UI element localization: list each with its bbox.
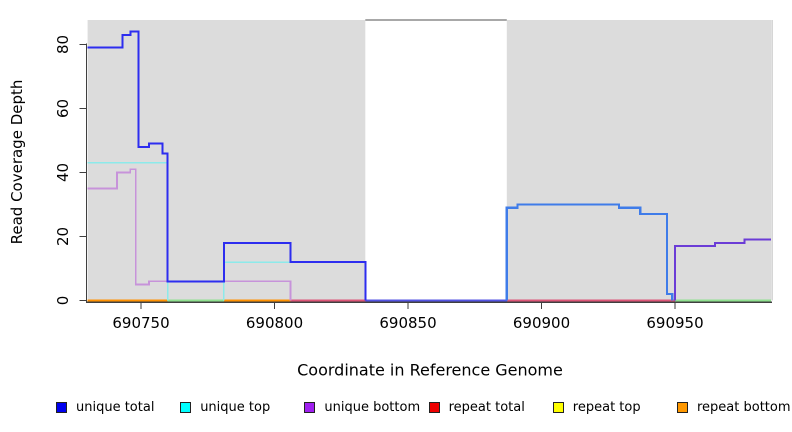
x-axis-title: Coordinate in Reference Genome [297, 360, 563, 380]
legend-label: repeat bottom [697, 399, 791, 415]
y-tick-label: 20 [54, 227, 72, 246]
legend-item-unique-total: unique total [56, 399, 155, 415]
x-tick-label: 690950 [646, 314, 703, 332]
legend-item-repeat-top: repeat top [552, 399, 641, 415]
x-tick-label: 690800 [246, 314, 303, 332]
legend-swatch [428, 401, 440, 413]
legend-item-repeat-bottom: repeat bottom [677, 399, 791, 415]
legend-label: repeat top [572, 399, 641, 415]
y-tick-label: 40 [54, 163, 72, 182]
legend-label: repeat total [448, 399, 525, 415]
x-tick-label: 690750 [112, 314, 169, 332]
legend-item-unique-bottom: unique bottom [304, 399, 421, 415]
legend-swatch [552, 401, 564, 413]
legend-label: unique top [200, 399, 271, 415]
legend-label: unique total [76, 399, 155, 415]
series-unique-total [505, 203, 674, 301]
y-tick-label: 60 [54, 99, 72, 118]
y-tick-label: 80 [54, 35, 72, 54]
series-unique-bottom [674, 238, 772, 301]
y-tick-label: 0 [54, 296, 72, 306]
legend-swatch [304, 401, 316, 413]
shaded-region [506, 20, 772, 302]
legend-item-unique-top: unique top [180, 399, 271, 415]
legend-swatch [677, 401, 688, 413]
legend-swatch [56, 401, 67, 413]
y-axis-title: Read Coverage Depth [8, 79, 26, 245]
legend-swatch [180, 401, 192, 413]
chart-legend: unique total unique top unique bottom repea… [0, 398, 792, 420]
legend-item-repeat-total: repeat total [428, 399, 525, 415]
legend-label: unique bottom [324, 399, 421, 415]
series-unique-total [87, 30, 367, 301]
x-tick-label: 690850 [379, 314, 436, 332]
x-tick-label: 690900 [513, 314, 570, 332]
shaded-region [87, 20, 366, 302]
coverage-chart: 690750 690800 690850 690900 690950 0 20 40 60 80 [54, 19, 773, 332]
